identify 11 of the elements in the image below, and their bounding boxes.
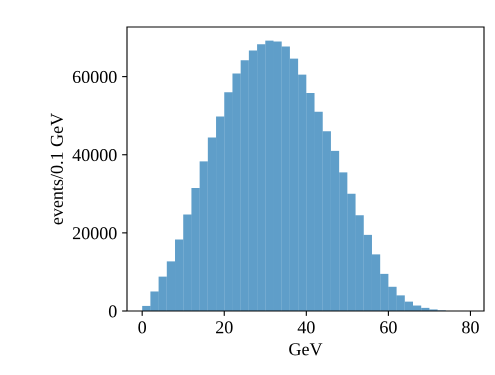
x-tick-label: 60	[380, 321, 397, 334]
x-axis-title: GeV	[289, 343, 322, 356]
y-tick-label: 20000	[72, 227, 117, 240]
y-tick-label: 0	[108, 305, 117, 318]
x-tick-label: 0	[138, 321, 146, 334]
x-tick-label: 40	[298, 321, 315, 334]
y-tick-label: 40000	[72, 149, 117, 162]
x-tick-label: 80	[462, 321, 479, 334]
x-tick-label: 20	[216, 321, 233, 334]
y-tick-label: 60000	[72, 70, 117, 84]
y-axis-title: events/0.1 GeV	[50, 113, 64, 224]
